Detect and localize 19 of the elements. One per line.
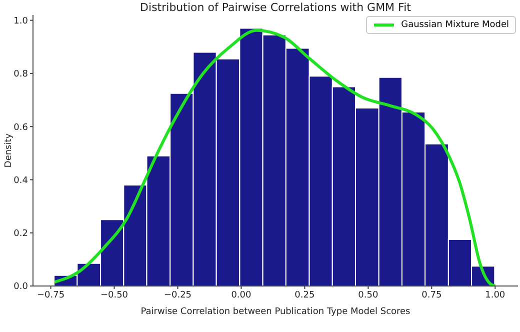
x-tick-label: −0.50 bbox=[100, 290, 128, 300]
legend-label: Gaussian Mixture Model bbox=[401, 20, 509, 30]
x-tick-label: 0.00 bbox=[231, 290, 252, 300]
y-axis-title: Density bbox=[4, 132, 14, 168]
line-series bbox=[53, 28, 497, 286]
x-tick-label: 0.25 bbox=[294, 290, 315, 300]
y-tick-label: 0.6 bbox=[14, 122, 28, 133]
y-tick-label: 1.0 bbox=[14, 16, 28, 27]
x-tick-label: 1.00 bbox=[485, 290, 506, 300]
x-tick-label: −0.75 bbox=[36, 290, 65, 300]
x-tick-label: 0.75 bbox=[422, 290, 442, 300]
x-axis-title: Pairwise Correlation between Publication Type Model Scores bbox=[140, 307, 411, 317]
y-tick-label: 0.2 bbox=[14, 229, 28, 240]
y-tick-label: 0.8 bbox=[14, 70, 28, 80]
y-tick-label: 0.0 bbox=[14, 282, 28, 292]
x-tick-label: −0.25 bbox=[164, 290, 192, 300]
y-tick-label: 0.4 bbox=[14, 176, 28, 186]
x-tick-label: 0.50 bbox=[358, 290, 378, 300]
chart-title: Distribution of Pairwise Correlations with GMM Fit bbox=[139, 1, 412, 14]
